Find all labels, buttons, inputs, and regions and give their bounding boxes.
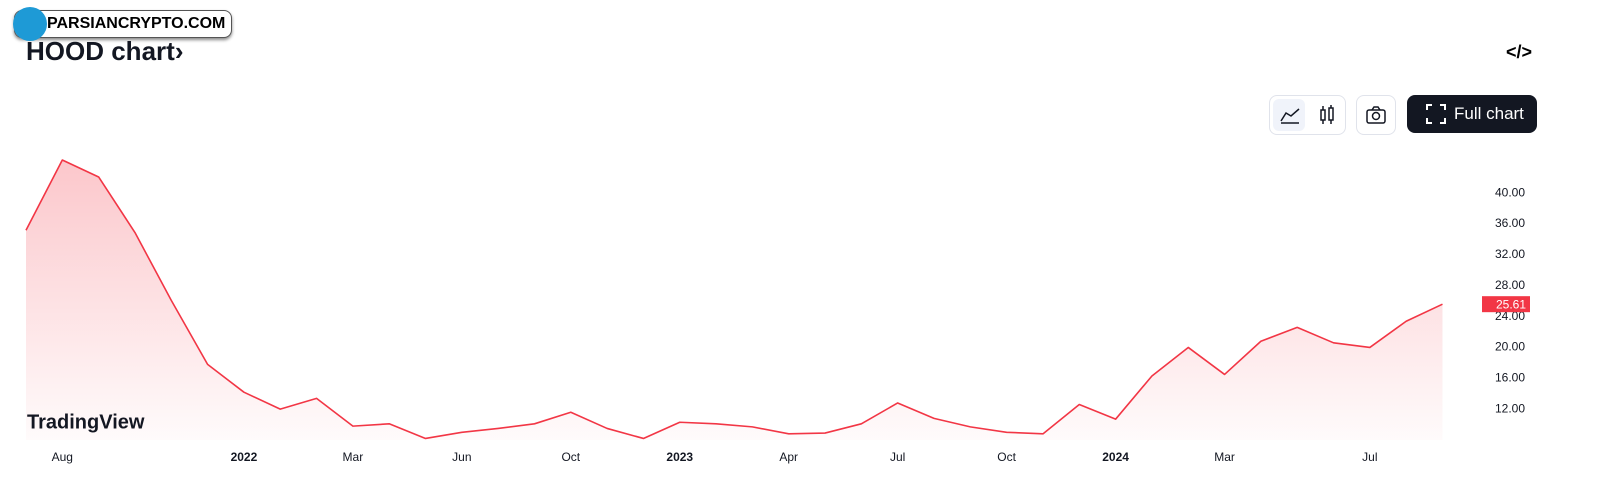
x-tick-label: Jul — [890, 450, 905, 464]
y-tick-label: 40.00 — [1495, 185, 1525, 199]
y-tick-label: 36.00 — [1495, 216, 1525, 230]
watermark: PARSIANCRYPTO.COM — [13, 7, 233, 41]
x-tick-label: Jun — [452, 450, 471, 464]
x-tick-label: Aug — [52, 450, 73, 464]
x-tick-label: 2024 — [1102, 450, 1129, 464]
y-tick-label: 28.00 — [1495, 278, 1525, 292]
y-tick-label: 24.00 — [1495, 309, 1525, 323]
title-text: HOOD chart — [26, 36, 175, 66]
y-tick-label: 12.00 — [1495, 401, 1525, 415]
y-tick-label: 16.00 — [1495, 370, 1525, 384]
full-chart-text: Full chart — [1454, 104, 1524, 123]
chart-style-toggle[interactable] — [1269, 95, 1346, 135]
chart-title[interactable]: HOOD chart› — [26, 36, 183, 67]
x-tick-label: 2023 — [666, 450, 693, 464]
x-tick-label: Oct — [561, 450, 580, 464]
x-tick-label: Apr — [779, 450, 798, 464]
x-tick-label: Jul — [1362, 450, 1377, 464]
expand-icon — [1426, 104, 1446, 124]
x-tick-label: Mar — [343, 450, 364, 464]
full-chart-button[interactable]: Full chart — [1407, 95, 1537, 133]
price-line — [25, 159, 1443, 440]
embed-button[interactable]: </> — [1506, 42, 1533, 62]
area-icon — [1280, 108, 1300, 124]
snapshot-button[interactable] — [1356, 95, 1396, 135]
candle-icon[interactable] — [1315, 103, 1339, 127]
last-price-label: 25.61 — [1496, 297, 1526, 311]
camera-icon — [1366, 106, 1386, 124]
x-tick-label: Oct — [997, 450, 1016, 464]
title-arrow: › — [174, 36, 184, 66]
watermark-icon — [13, 7, 47, 41]
x-tick-label: Mar — [1214, 450, 1235, 464]
watermark-text: PARSIANCRYPTO.COM — [47, 15, 226, 32]
x-tick-label: 2022 — [231, 450, 258, 464]
logo: TradingView — [27, 411, 145, 433]
y-tick-label: 32.00 — [1495, 247, 1525, 261]
last-price-badge — [1482, 296, 1530, 313]
y-tick-label: 20.00 — [1495, 340, 1525, 354]
area-fill — [26, 160, 1443, 440]
